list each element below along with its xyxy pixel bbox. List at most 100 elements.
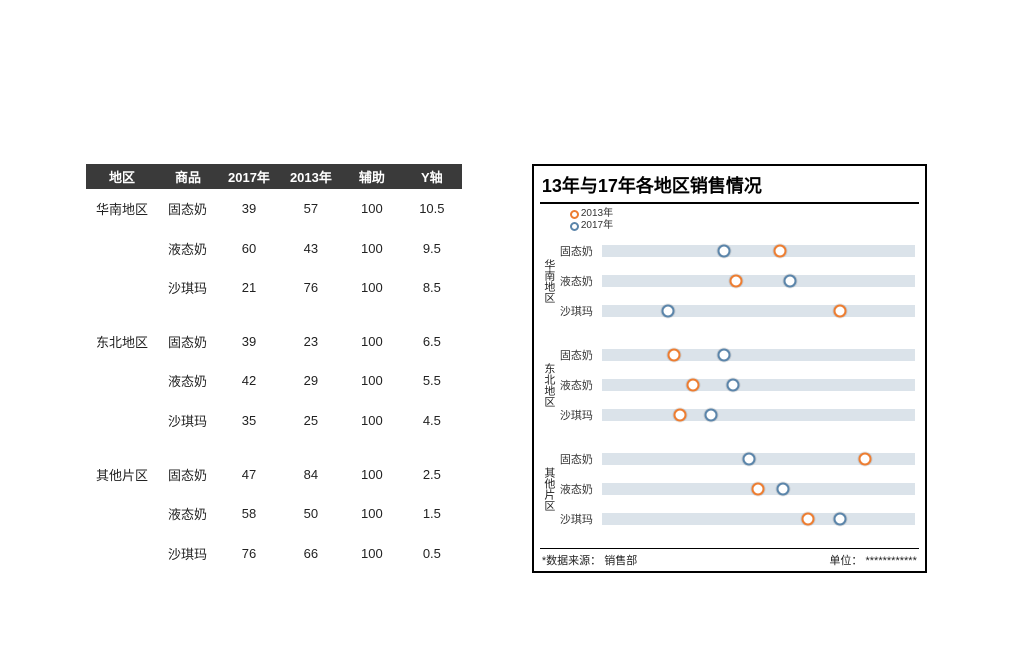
cell-region: 其他片区 (86, 454, 158, 494)
chart-legend: 2013年 2017年 (570, 208, 919, 232)
cell-2013: 29 (280, 361, 342, 401)
dot-2013-icon (674, 409, 687, 422)
cell-product: 液态奶 (158, 361, 218, 401)
dot-2013-icon (686, 379, 699, 392)
table-row: 华南地区固态奶395710010.5 (86, 189, 462, 229)
legend-label-2017: 2017年 (581, 220, 613, 232)
cell-product: 沙琪玛 (158, 268, 218, 308)
cell-yaxis: 5.5 (402, 361, 462, 401)
table-row: 液态奶42291005.5 (86, 361, 462, 401)
dot-2017-icon (833, 513, 846, 526)
col-region: 地区 (86, 164, 158, 189)
dot-2017-icon (717, 349, 730, 362)
track-row: 固态奶 (558, 236, 919, 266)
track-row: 液态奶 (558, 266, 919, 296)
product-label: 液态奶 (558, 273, 602, 289)
dot-2013-icon (752, 483, 765, 496)
cell-product: 液态奶 (158, 229, 218, 269)
cell-2017: 39 (218, 189, 280, 229)
dot-2013-icon (774, 245, 787, 258)
cell-yaxis: 2.5 (402, 454, 462, 494)
track-bar (602, 483, 915, 495)
chart-body: 华南地区固态奶液态奶沙琪玛东北地区固态奶液态奶沙琪玛其他片区固态奶液态奶沙琪玛 (540, 236, 919, 534)
table-row: 液态奶60431009.5 (86, 229, 462, 269)
cell-product: 固态奶 (158, 189, 218, 229)
table-row: 沙琪玛21761008.5 (86, 268, 462, 308)
region-label: 东北地区 (540, 340, 558, 430)
dot-2017-icon (717, 245, 730, 258)
track-bar (602, 513, 915, 525)
track-row: 沙琪玛 (558, 400, 919, 430)
dot-2013-icon (730, 275, 743, 288)
chart-panel: 13年与17年各地区销售情况 2013年 2017年 华南地区固态奶液态奶沙琪玛… (532, 164, 927, 573)
dot-2017-icon (661, 305, 674, 318)
cell-2017: 42 (218, 361, 280, 401)
cell-region (86, 268, 158, 308)
region-group: 其他片区固态奶液态奶沙琪玛 (540, 444, 919, 534)
chart-footer: *数据来源： 销售部 单位： ************ (540, 548, 919, 569)
product-label: 固态奶 (558, 347, 602, 363)
cell-region (86, 401, 158, 441)
dot-2013-icon (802, 513, 815, 526)
product-label: 固态奶 (558, 243, 602, 259)
legend-2017: 2017年 (570, 220, 919, 232)
cell-aux: 100 (342, 401, 402, 441)
cell-product: 固态奶 (158, 322, 218, 362)
product-label: 固态奶 (558, 451, 602, 467)
col-product: 商品 (158, 164, 218, 189)
track-bar (602, 349, 915, 361)
cell-yaxis: 1.5 (402, 494, 462, 534)
cell-aux: 100 (342, 494, 402, 534)
cell-yaxis: 9.5 (402, 229, 462, 269)
cell-region (86, 533, 158, 573)
col-yaxis: Y轴 (402, 164, 462, 189)
cell-2013: 50 (280, 494, 342, 534)
cell-2017: 39 (218, 322, 280, 362)
cell-2017: 35 (218, 401, 280, 441)
cell-2017: 58 (218, 494, 280, 534)
cell-aux: 100 (342, 268, 402, 308)
cell-product: 沙琪玛 (158, 533, 218, 573)
track-bar (602, 275, 915, 287)
cell-region (86, 229, 158, 269)
track-row: 固态奶 (558, 444, 919, 474)
cell-yaxis: 0.5 (402, 533, 462, 573)
table-header-row: 地区 商品 2017年 2013年 辅助 Y轴 (86, 164, 462, 189)
cell-product: 固态奶 (158, 454, 218, 494)
footer-unit: 单位： ************ (829, 552, 916, 568)
table-row: 其他片区固态奶47841002.5 (86, 454, 462, 494)
cell-product: 沙琪玛 (158, 401, 218, 441)
dot-2013-icon (858, 453, 871, 466)
cell-2013: 57 (280, 189, 342, 229)
cell-yaxis: 4.5 (402, 401, 462, 441)
footer-source: *数据来源： 销售部 (542, 552, 637, 568)
cell-yaxis: 10.5 (402, 189, 462, 229)
track-row: 液态奶 (558, 474, 919, 504)
cell-2017: 47 (218, 454, 280, 494)
track-row: 固态奶 (558, 340, 919, 370)
cell-aux: 100 (342, 189, 402, 229)
table-row: 沙琪玛35251004.5 (86, 401, 462, 441)
track-row: 沙琪玛 (558, 296, 919, 326)
cell-2013: 25 (280, 401, 342, 441)
col-2013: 2013年 (280, 164, 342, 189)
table-row: 沙琪玛76661000.5 (86, 533, 462, 573)
cell-2013: 23 (280, 322, 342, 362)
dot-2017-icon (742, 453, 755, 466)
cell-2017: 60 (218, 229, 280, 269)
legend-2013: 2013年 (570, 208, 919, 220)
legend-marker-2013-icon (570, 210, 579, 219)
product-label: 液态奶 (558, 481, 602, 497)
dot-2013-icon (667, 349, 680, 362)
dot-2017-icon (727, 379, 740, 392)
cell-2017: 21 (218, 268, 280, 308)
cell-aux: 100 (342, 322, 402, 362)
cell-aux: 100 (342, 361, 402, 401)
track-row: 液态奶 (558, 370, 919, 400)
dot-2017-icon (777, 483, 790, 496)
track-bar (602, 245, 915, 257)
legend-marker-2017-icon (570, 222, 579, 231)
dot-2013-icon (833, 305, 846, 318)
product-label: 液态奶 (558, 377, 602, 393)
cell-region: 东北地区 (86, 322, 158, 362)
